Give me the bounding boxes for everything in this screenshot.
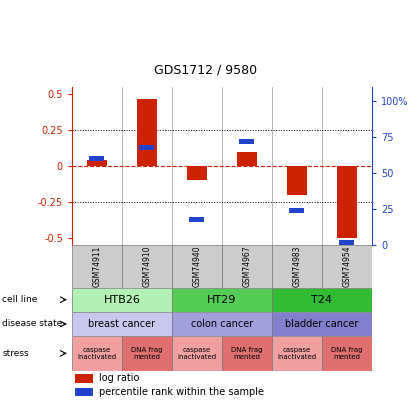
Bar (137, 98, 157, 166)
Bar (222, 336, 272, 371)
Bar (139, 145, 155, 150)
Text: DNA frag
mented: DNA frag mented (131, 347, 163, 360)
Bar (172, 245, 222, 288)
Bar (287, 166, 307, 195)
Bar (187, 166, 207, 180)
Text: GSM74911: GSM74911 (92, 245, 102, 287)
Bar (172, 288, 272, 312)
Bar (272, 312, 372, 336)
Bar (87, 160, 107, 166)
Bar (189, 217, 204, 222)
Text: stress: stress (2, 349, 29, 358)
Text: GSM74910: GSM74910 (143, 245, 151, 287)
Bar (322, 245, 372, 288)
Bar (339, 240, 354, 245)
Bar (240, 139, 254, 144)
Bar (237, 152, 257, 166)
Text: percentile rank within the sample: percentile rank within the sample (99, 387, 264, 397)
Text: DNA frag
mented: DNA frag mented (231, 347, 263, 360)
Text: DNA frag
mented: DNA frag mented (331, 347, 363, 360)
Text: GSM74940: GSM74940 (192, 245, 201, 287)
Bar (172, 312, 272, 336)
Bar (272, 336, 322, 371)
Bar (90, 156, 104, 161)
Bar (75, 374, 93, 383)
Bar (337, 166, 357, 238)
Text: GDS1712 / 9580: GDS1712 / 9580 (154, 64, 257, 77)
Bar (75, 388, 93, 396)
Text: caspase
inactivated: caspase inactivated (277, 347, 316, 360)
Text: disease state: disease state (2, 320, 62, 328)
Text: bladder cancer: bladder cancer (285, 319, 359, 329)
Bar (322, 336, 372, 371)
Bar (289, 208, 305, 213)
Text: cell line: cell line (2, 295, 37, 304)
Text: breast cancer: breast cancer (88, 319, 155, 329)
Bar (72, 288, 172, 312)
Text: caspase
inactivated: caspase inactivated (178, 347, 217, 360)
Text: T24: T24 (312, 295, 332, 305)
Bar (222, 245, 272, 288)
Text: GSM74967: GSM74967 (242, 245, 252, 287)
Bar (272, 245, 322, 288)
Bar (172, 336, 222, 371)
Text: GSM74954: GSM74954 (342, 245, 351, 287)
Text: GSM74983: GSM74983 (293, 245, 301, 287)
Text: log ratio: log ratio (99, 373, 139, 384)
Bar (122, 336, 172, 371)
Text: caspase
inactivated: caspase inactivated (77, 347, 116, 360)
Bar (72, 336, 122, 371)
Text: colon cancer: colon cancer (191, 319, 253, 329)
Text: HTB26: HTB26 (104, 295, 141, 305)
Bar (72, 245, 122, 288)
Text: HT29: HT29 (207, 295, 237, 305)
Bar (122, 245, 172, 288)
Bar (272, 288, 372, 312)
Bar (72, 312, 172, 336)
